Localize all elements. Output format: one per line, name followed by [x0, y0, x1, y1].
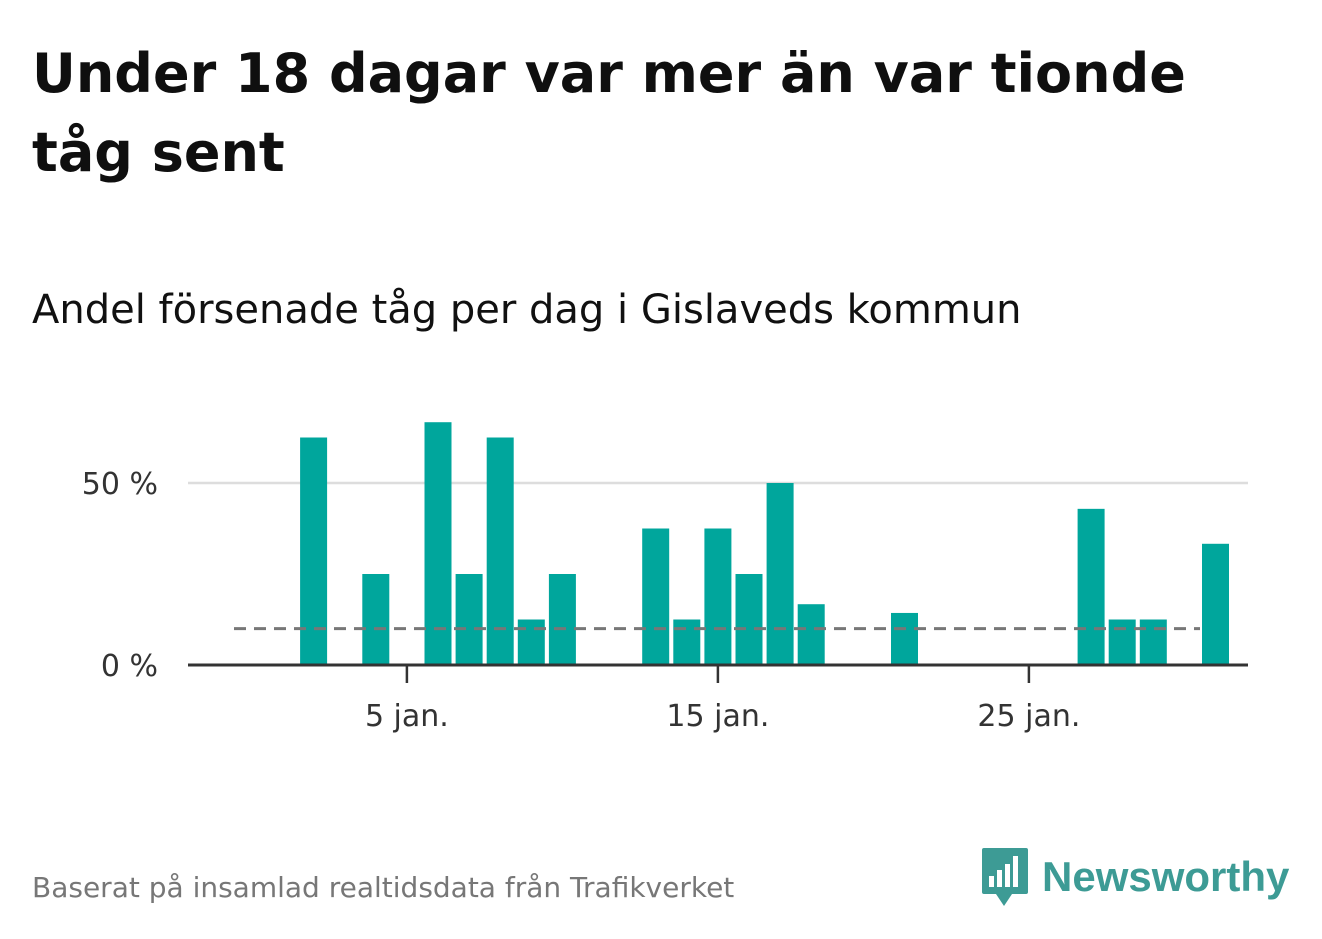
bar: [797, 604, 825, 665]
brand-name: Newsworthy: [1042, 853, 1290, 900]
y-tick-label: 0 %: [101, 649, 158, 684]
bar: [642, 528, 670, 665]
chart-title: Under 18 dagar var mer än var tionde tåg…: [32, 42, 1186, 184]
x-tick-label: 25 jan.: [977, 699, 1080, 734]
bar: [704, 528, 732, 665]
chart-subtitle: Andel försenade tåg per dag i Gislaveds …: [32, 287, 1022, 333]
source-note: Baserat på insamlad realtidsdata från Tr…: [32, 871, 735, 904]
bar: [891, 612, 918, 665]
bar: [1202, 543, 1229, 665]
bar: [673, 619, 701, 665]
bar: [424, 422, 452, 665]
newsworthy-logo-icon: [982, 848, 1028, 906]
brand-logo: Newsworthy: [980, 846, 1289, 908]
bar: [735, 574, 763, 665]
x-tick-label: 5 jan.: [365, 699, 449, 734]
bar: [517, 619, 545, 665]
bar: [300, 437, 328, 665]
bar: [548, 574, 576, 665]
x-tick-label: 15 jan.: [666, 699, 769, 734]
bar: [766, 483, 794, 665]
bar: [362, 574, 390, 665]
bar: [1139, 619, 1167, 665]
bar: [486, 437, 514, 665]
bar: [1108, 619, 1136, 665]
bar: [455, 574, 483, 665]
bar: [1077, 508, 1105, 665]
y-tick-label: 50 %: [82, 467, 158, 502]
